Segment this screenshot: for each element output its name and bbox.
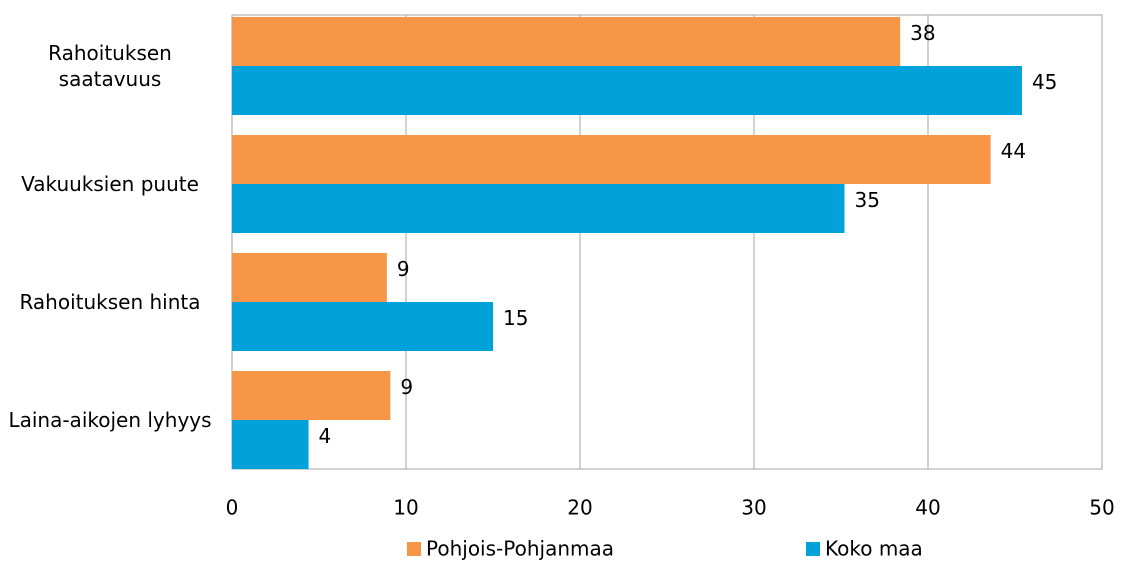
bar: [232, 371, 391, 420]
bar: [232, 17, 901, 66]
bar: [232, 253, 387, 302]
category-label: Laina-aikojen lyhyys: [8, 408, 212, 432]
data-label: 9: [397, 257, 410, 281]
bar: [232, 184, 845, 233]
x-tick-label: 0: [226, 496, 239, 520]
bar: [232, 420, 309, 469]
x-tick-label: 20: [567, 496, 592, 520]
data-label: 35: [854, 188, 879, 212]
legend-swatch: [407, 542, 421, 556]
legend-label: Koko maa: [825, 537, 923, 561]
x-tick-label: 50: [1089, 496, 1114, 520]
data-label: 4: [319, 424, 332, 448]
data-label: 15: [503, 306, 528, 330]
legend-label: Pohjois-Pohjanmaa: [426, 537, 614, 561]
bar: [232, 66, 1022, 115]
data-label: 9: [400, 375, 413, 399]
category-label: Vakuuksien puute: [21, 172, 199, 196]
category-label: Rahoituksen saatavuus: [48, 41, 172, 91]
data-label: 45: [1032, 70, 1057, 94]
bar: [232, 135, 991, 184]
x-tick-label: 40: [915, 496, 940, 520]
data-label: 44: [1001, 139, 1026, 163]
legend-swatch: [806, 542, 820, 556]
bar: [232, 302, 493, 351]
x-tick-label: 30: [741, 496, 766, 520]
category-label: Rahoituksen hinta: [19, 290, 201, 314]
data-label: 38: [910, 21, 935, 45]
x-tick-label: 10: [393, 496, 418, 520]
